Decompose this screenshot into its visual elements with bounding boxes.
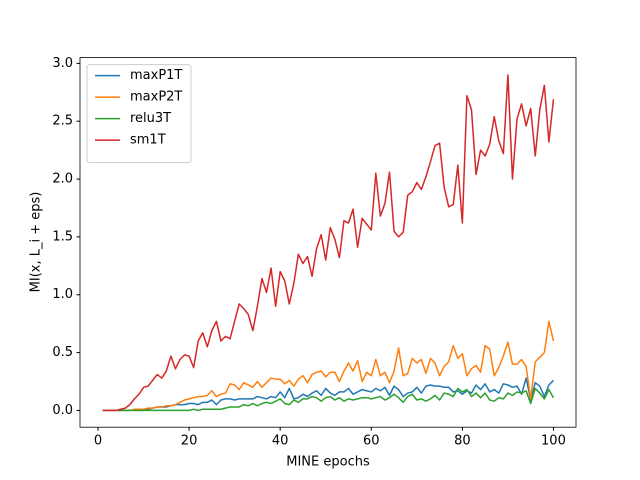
y-tick-label: 0.0: [52, 403, 73, 418]
y-tick-label: 1.5: [52, 229, 73, 244]
series-line: [102, 320, 555, 412]
legend: maxP1T maxP2T relu3T sm1T: [86, 64, 192, 164]
y-tick-label: 3.0: [52, 56, 73, 71]
plot-frame: [79, 57, 577, 428]
x-tick-label: 0: [94, 434, 102, 449]
series-line: [102, 74, 555, 412]
legend-label: relu3T: [130, 111, 171, 126]
series-line: [102, 387, 555, 412]
x-tick-label: 20: [181, 434, 198, 449]
x-tick-label: 100: [541, 434, 566, 449]
y-axis-label: MI(x, L_i + eps): [29, 192, 44, 293]
x-tick-label: 60: [363, 434, 380, 449]
series-line: [102, 377, 554, 412]
legend-label: sm1T: [130, 133, 166, 148]
legend-label: maxP1T: [130, 68, 182, 83]
y-tick-label: 2.0: [52, 172, 73, 187]
x-tick-label: 80: [454, 434, 471, 449]
y-tick-label: 1.0: [52, 287, 73, 302]
y-tick-label: 2.5: [52, 114, 73, 129]
x-tick-label: 40: [272, 434, 289, 449]
y-tick-label: 0.5: [52, 345, 73, 360]
x-axis-label: MINE epochs: [286, 455, 370, 470]
legend-label: maxP2T: [130, 90, 182, 105]
legend-box: [86, 64, 192, 164]
